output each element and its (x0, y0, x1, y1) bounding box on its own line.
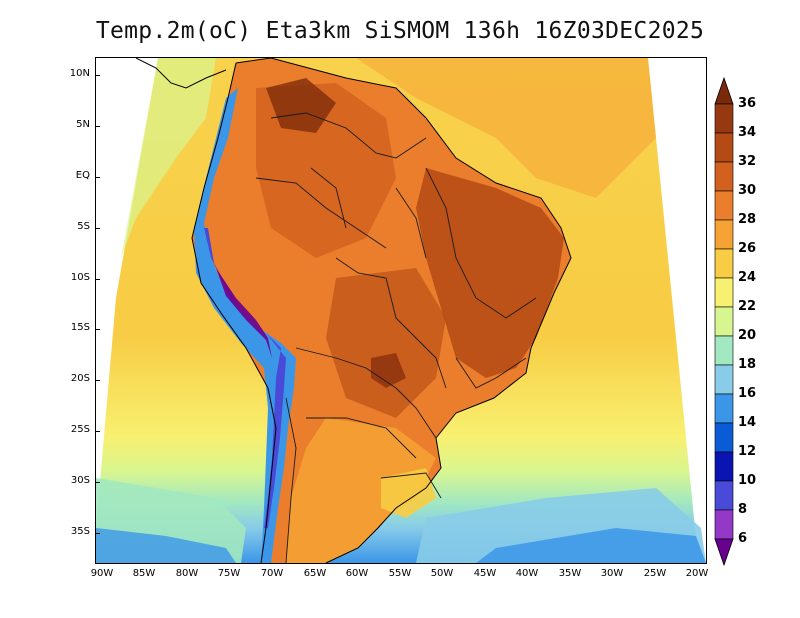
temperature-map (95, 57, 707, 564)
lon-label-50w: 50W (430, 568, 454, 579)
lon-label-55w: 55W (388, 568, 412, 579)
colorbar-segment (714, 393, 734, 424)
lat-label-20s: 20S (70, 373, 90, 384)
colorbar-segment (714, 480, 734, 511)
hot-central (326, 268, 446, 418)
lat-tick (95, 279, 100, 280)
lat-label-10s: 10S (70, 272, 90, 283)
lat-tick (95, 126, 100, 127)
uruguay-cool (381, 468, 436, 518)
andes-coldest-strip (204, 228, 286, 528)
lon-label-90w: 90W (90, 568, 114, 579)
colorbar-segment (714, 190, 734, 221)
colorbar-label: 30 (738, 183, 757, 198)
colorbar-segment (714, 335, 734, 366)
lat-tick (95, 228, 100, 229)
colorbar-label: 6 (738, 531, 748, 546)
colorbar-top-arrow (714, 76, 734, 105)
lon-label-80w: 80W (175, 568, 199, 579)
andes-frozen-strip (216, 268, 272, 358)
colorbar-label: 34 (738, 125, 757, 140)
hot-brazil-northeast (416, 168, 564, 378)
atlantic-warm-band (356, 58, 656, 198)
lon-label-45w: 45W (473, 568, 497, 579)
lon-label-85w: 85W (132, 568, 156, 579)
colorbar-segment (714, 364, 734, 395)
colorbar-label: 22 (738, 299, 757, 314)
lat-tick (95, 533, 100, 534)
lat-label-15s: 15S (70, 322, 90, 333)
colorbar-segment (714, 306, 734, 337)
lon-label-25w: 25W (643, 568, 667, 579)
lon-label-65w: 65W (303, 568, 327, 579)
lat-tick (95, 482, 100, 483)
central-america-coast (135, 58, 227, 89)
coastline (191, 58, 572, 563)
colorbar-label: 36 (738, 96, 757, 111)
lat-label-5n: 5N (76, 119, 90, 130)
colorbar-segment (714, 509, 734, 540)
colorbar-segment (714, 219, 734, 250)
lat-label-30s: 30S (70, 475, 90, 486)
lon-label-20w: 20W (685, 568, 709, 579)
hot-venezuela (266, 78, 336, 133)
colorbar-segment (714, 277, 734, 308)
colorbar-label: 8 (738, 502, 748, 517)
colorbar (714, 76, 734, 567)
country-borders (255, 112, 537, 563)
colorbar-segment (714, 248, 734, 279)
colorbar-bottom-arrow (714, 538, 734, 567)
lat-label-5s: 5S (77, 221, 90, 232)
lat-label-25s: 25S (70, 424, 90, 435)
lat-tick (95, 431, 100, 432)
lat-label-eq: EQ (75, 170, 90, 181)
lon-label-70w: 70W (260, 568, 284, 579)
lon-label-40w: 40W (515, 568, 539, 579)
southern-cone-land (286, 418, 436, 563)
lon-label-75w: 75W (217, 568, 241, 579)
colorbar-label: 26 (738, 241, 757, 256)
lon-label-30w: 30W (600, 568, 624, 579)
south-pacific-cold (96, 528, 236, 563)
andes-cold-strip (194, 88, 296, 563)
colorbar-label: 32 (738, 154, 757, 169)
colorbar-label: 20 (738, 328, 757, 343)
hot-pantanal (371, 353, 406, 388)
colorbar-label: 10 (738, 473, 757, 488)
map-canvas (96, 58, 706, 563)
colorbar-label: 16 (738, 386, 757, 401)
colorbar-segment (714, 132, 734, 163)
colorbar-label: 24 (738, 270, 757, 285)
map-title: Temp.2m(oC) Eta3km SiSMOM 136h 16Z03DEC2… (95, 18, 705, 44)
colorbar-segment (714, 451, 734, 482)
lat-tick (95, 75, 100, 76)
lat-label-10n: 10N (69, 68, 90, 79)
colorbar-label: 18 (738, 357, 757, 372)
colorbar-label: 12 (738, 444, 757, 459)
colorbar-label: 28 (738, 212, 757, 227)
pacific-cool-band (121, 58, 216, 258)
colorbar-segment (714, 103, 734, 134)
colorbar-label: 14 (738, 415, 757, 430)
lat-label-35s: 35S (70, 526, 90, 537)
lon-label-35w: 35W (558, 568, 582, 579)
colorbar-segment (714, 161, 734, 192)
lat-tick (95, 177, 100, 178)
lon-label-60w: 60W (345, 568, 369, 579)
south-atlantic-cold (476, 528, 706, 563)
colorbar-segment (714, 422, 734, 453)
lat-tick (95, 329, 100, 330)
lat-tick (95, 380, 100, 381)
